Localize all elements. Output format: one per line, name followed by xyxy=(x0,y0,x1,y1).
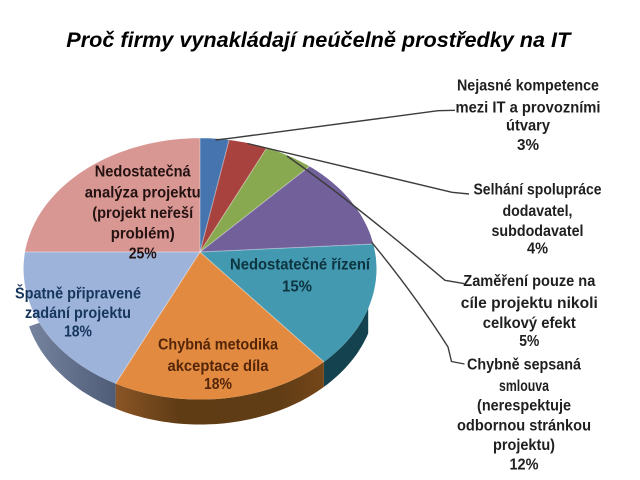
svg-text:Proč firmy vynakládají neúčeln: Proč firmy vynakládají neúčelně prostřed… xyxy=(66,28,572,52)
svg-text:odbornou stránkou: odbornou stránkou xyxy=(457,418,591,435)
svg-text:akceptace díla: akceptace díla xyxy=(168,358,269,375)
svg-text:Selhání spolupráce: Selhání spolupráce xyxy=(474,182,602,199)
svg-text:(nerespektuje: (nerespektuje xyxy=(477,398,571,415)
svg-text:15%: 15% xyxy=(282,279,312,296)
svg-text:4%: 4% xyxy=(527,241,548,258)
svg-text:Nedostatečné řízení: Nedostatečné řízení xyxy=(230,256,371,273)
svg-text:12%: 12% xyxy=(510,457,539,474)
svg-text:subdodavatel: subdodavatel xyxy=(492,223,584,240)
svg-text:Zaměření pouze na: Zaměření pouze na xyxy=(463,273,595,290)
svg-text:zadání projektu: zadání projektu xyxy=(25,305,131,322)
svg-text:Chybně sepsaná: Chybně sepsaná xyxy=(467,357,581,374)
svg-text:18%: 18% xyxy=(204,376,232,393)
svg-text:(projekt neřeší: (projekt neřeší xyxy=(92,205,194,222)
svg-text:projektu): projektu) xyxy=(493,437,555,454)
svg-text:analýza projektu: analýza projektu xyxy=(85,184,201,201)
svg-text:Špatně připravené: Špatně připravené xyxy=(15,283,141,302)
svg-text:18%: 18% xyxy=(64,323,92,340)
svg-text:Chybná metodika: Chybná metodika xyxy=(158,337,278,354)
svg-text:problém): problém) xyxy=(111,225,175,242)
svg-text:celkový efekt: celkový efekt xyxy=(483,315,577,332)
svg-text:5%: 5% xyxy=(519,333,539,350)
svg-text:Nejasné kompetence: Nejasné kompetence xyxy=(457,78,599,95)
svg-text:cíle projektu nikoli: cíle projektu nikoli xyxy=(461,295,598,312)
svg-text:Nedostatečná: Nedostatečná xyxy=(95,164,191,181)
svg-text:25%: 25% xyxy=(129,246,157,263)
svg-text:smlouva: smlouva xyxy=(499,378,549,395)
svg-text:útvary: útvary xyxy=(506,118,550,135)
svg-text:dodavatel,: dodavatel, xyxy=(503,203,573,220)
svg-text:3%: 3% xyxy=(517,137,539,154)
svg-text:mezi IT a provozními: mezi IT a provozními xyxy=(456,100,601,117)
